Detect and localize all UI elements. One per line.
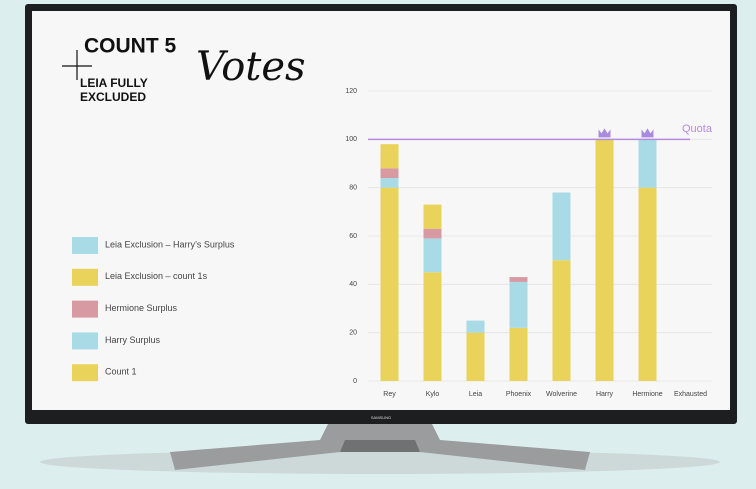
x-tick-label: Hermione <box>632 391 662 398</box>
legend-label: Harry Surplus <box>105 335 161 345</box>
legend-label: Count 1 <box>105 367 137 377</box>
x-tick-label: Rey <box>383 391 396 398</box>
bar-segment <box>553 193 571 261</box>
legend-swatch <box>72 269 98 286</box>
x-tick-label: Wolverine <box>546 391 577 398</box>
bar-segment <box>510 277 528 282</box>
y-tick-label: 120 <box>345 88 357 95</box>
tv-screenshot: SAMSUNG COUNT 5 Votes LEIA FULLY EXCLUDE… <box>0 0 756 484</box>
bar-segment <box>639 188 657 381</box>
legend-swatch <box>72 237 98 254</box>
bar-segment <box>424 205 442 229</box>
x-tick-label: Phoenix <box>506 391 532 398</box>
legend-swatch <box>72 332 98 349</box>
bar-segment <box>381 168 399 178</box>
brand: SAMSUNG <box>371 415 391 420</box>
bar-segment <box>596 139 614 381</box>
legend-swatch <box>72 301 98 318</box>
x-tick-label: Kylo <box>426 391 440 398</box>
y-tick-label: 20 <box>349 330 357 337</box>
y-tick-label: 100 <box>345 136 357 143</box>
bar-segment <box>381 144 399 168</box>
bar-segment <box>424 238 442 272</box>
title-script: Votes <box>196 44 306 90</box>
quota-label: Quota <box>682 123 713 135</box>
tv-stand-neck <box>340 440 420 452</box>
legend-label: Leia Exclusion – count 1s <box>105 271 208 281</box>
y-tick-label: 60 <box>349 233 357 240</box>
bar-segment <box>639 139 657 187</box>
bar-segment <box>424 272 442 381</box>
shadow <box>40 450 720 474</box>
legend-label: Leia Exclusion – Harry’s Surplus <box>105 239 235 249</box>
y-tick-label: 0 <box>353 378 357 385</box>
bar-segment <box>510 282 528 328</box>
bar-segment <box>467 321 485 333</box>
bar-segment <box>424 229 442 239</box>
legend-swatch <box>72 364 98 381</box>
x-tick-label: Harry <box>596 391 614 398</box>
subtitle-box: LEIA FULLY EXCLUDED <box>80 76 190 110</box>
title: COUNT 5 <box>84 35 176 58</box>
bar-segment <box>553 260 571 381</box>
y-tick-label: 80 <box>349 185 357 192</box>
y-tick-label: 40 <box>349 281 357 288</box>
bar-segment <box>381 188 399 381</box>
bar-segment <box>381 178 399 188</box>
bar-segment <box>510 328 528 381</box>
x-tick-label: Exhausted <box>674 391 707 398</box>
bar-segment <box>467 333 485 381</box>
x-tick-label: Leia <box>469 391 482 398</box>
subtitle: LEIA FULLY EXCLUDED <box>80 76 160 104</box>
legend-label: Hermione Surplus <box>105 303 178 313</box>
